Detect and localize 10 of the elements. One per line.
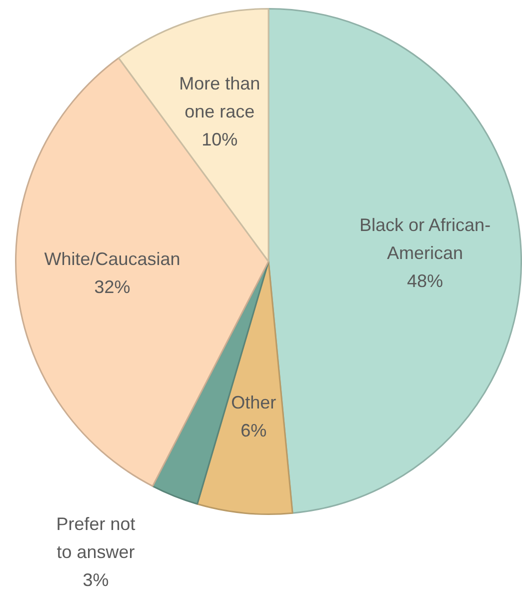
data-label: 3%	[82, 570, 109, 590]
data-label: 32%	[94, 276, 130, 297]
slice-label: More than one race	[179, 74, 260, 122]
data-label: 6%	[240, 420, 267, 440]
data-label: 48%	[407, 271, 444, 292]
slice-label: White/Caucasian	[44, 248, 180, 269]
data-label: 10%	[202, 130, 238, 150]
slice-label: Prefer not to answer	[56, 514, 136, 562]
slice-label: Black or African-American	[360, 215, 491, 264]
slice-label: Other	[231, 392, 276, 412]
